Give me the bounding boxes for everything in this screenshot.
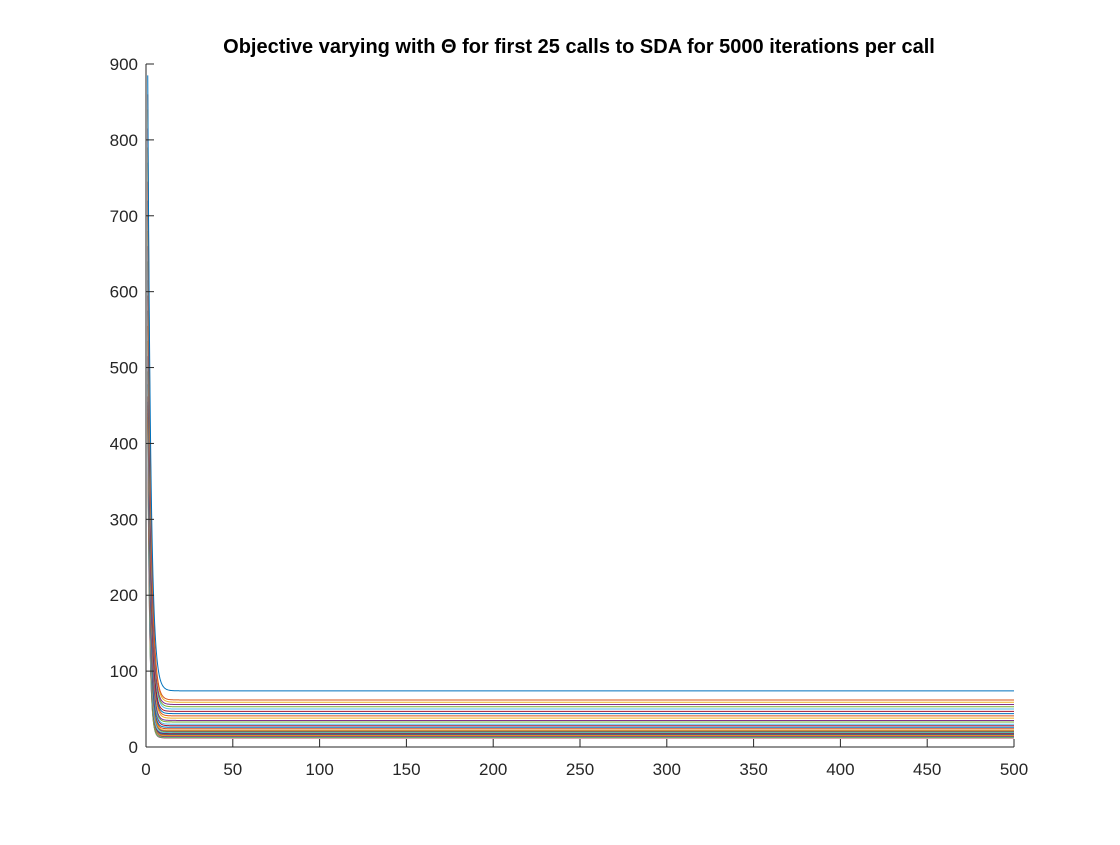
series-line-16 xyxy=(147,325,1014,730)
x-tick-label: 0 xyxy=(141,760,150,779)
x-tick-label: 300 xyxy=(653,760,681,779)
y-tick-label: 900 xyxy=(110,55,138,74)
y-tick-label: 300 xyxy=(110,510,138,529)
series-line-17 xyxy=(147,340,1014,731)
series-line-8 xyxy=(147,200,1014,715)
series-line-1 xyxy=(147,75,1014,692)
series-line-6 xyxy=(147,162,1014,710)
series-line-3 xyxy=(147,109,1014,703)
chart-title: Objective varying with Θ for first 25 ca… xyxy=(223,36,935,58)
series-line-25 xyxy=(147,413,1014,737)
x-tick-label: 100 xyxy=(305,760,333,779)
series-line-4 xyxy=(147,128,1014,705)
series-line-20 xyxy=(147,384,1014,734)
series-line-5 xyxy=(147,147,1014,708)
x-tick-label: 250 xyxy=(566,760,594,779)
y-tick-label: 100 xyxy=(110,662,138,681)
series-line-18 xyxy=(147,356,1014,732)
series-line-9 xyxy=(147,215,1014,717)
series-line-22 xyxy=(147,401,1014,735)
x-tick-label: 200 xyxy=(479,760,507,779)
series-line-10 xyxy=(147,230,1014,719)
y-tick-label: 400 xyxy=(110,434,138,453)
x-tick-label: 500 xyxy=(1000,760,1028,779)
y-tick-label: 600 xyxy=(110,283,138,302)
y-tick-label: 700 xyxy=(110,207,138,226)
axes-layer: 0 50 100 150 200 250 300 350 400 450 500 0 100 200 300… xyxy=(110,55,1029,779)
x-tick-label: 150 xyxy=(392,760,420,779)
y-tick-label: 200 xyxy=(110,586,138,605)
series-line-13 xyxy=(147,280,1014,725)
series-line-24 xyxy=(147,409,1014,737)
series-line-11 xyxy=(147,246,1014,721)
x-tick-label: 450 xyxy=(913,760,941,779)
series-line-19 xyxy=(147,371,1014,733)
y-tick-label: 0 xyxy=(129,738,138,757)
series-line-15 xyxy=(147,310,1014,728)
series-layer xyxy=(147,75,1014,739)
series-line-12 xyxy=(147,261,1014,723)
y-tick-label: 800 xyxy=(110,131,138,150)
x-tick-label: 400 xyxy=(826,760,854,779)
series-line-2 xyxy=(147,94,1014,701)
y-tick-label: 500 xyxy=(110,359,138,378)
series-line-14 xyxy=(147,295,1014,727)
series-line-21 xyxy=(147,396,1014,734)
series-line-27 xyxy=(147,420,1014,739)
series-line-26 xyxy=(147,416,1014,738)
x-tick-label: 350 xyxy=(739,760,767,779)
series-line-7 xyxy=(147,181,1014,712)
series-line-23 xyxy=(147,405,1014,736)
x-tick-label: 50 xyxy=(223,760,242,779)
